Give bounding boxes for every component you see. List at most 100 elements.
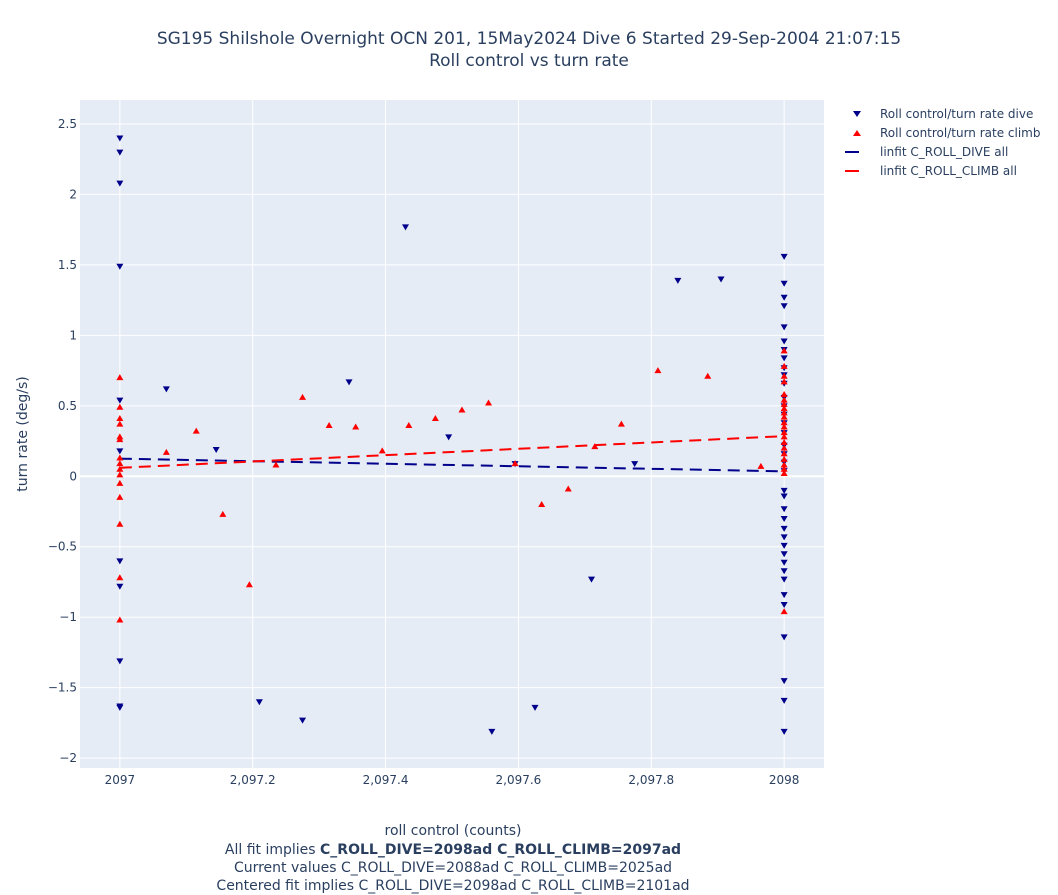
dive-point — [780, 602, 788, 609]
dive-point — [116, 149, 124, 156]
dive-point — [780, 525, 788, 532]
dive-point — [780, 253, 788, 260]
legend-item-dive-fit[interactable]: linfit C_ROLL_DIVE all — [840, 142, 1040, 161]
climb-point — [485, 399, 493, 406]
climb-point — [116, 403, 124, 410]
dive-point — [780, 568, 788, 575]
climb-point — [564, 485, 572, 492]
dive-point — [780, 324, 788, 331]
dive-point — [674, 277, 682, 284]
caption-line-1: All fit implies C_ROLL_DIVE=2098ad C_ROL… — [0, 841, 906, 859]
climb-point — [116, 374, 124, 381]
dive-point — [116, 558, 124, 565]
dive-point — [116, 180, 124, 187]
dive-point — [588, 576, 595, 583]
triangle-down-icon — [853, 111, 861, 117]
dive-point — [780, 551, 788, 558]
dive-point — [780, 592, 788, 599]
climb-point — [116, 520, 124, 527]
climb-point — [780, 372, 788, 379]
dive-point — [255, 699, 263, 706]
dive-point — [116, 583, 124, 590]
legend-label-dive-fit: linfit C_ROLL_DIVE all — [880, 144, 1009, 159]
dive-point — [780, 303, 788, 310]
dashed-line-icon — [845, 170, 859, 172]
climb-point — [116, 436, 124, 443]
x-tick-label: 2098 — [769, 773, 800, 787]
dive-point — [116, 397, 124, 404]
climb-point — [780, 405, 788, 412]
climb-point — [780, 455, 788, 462]
dive-point — [299, 717, 307, 724]
climb-point — [378, 447, 386, 454]
climb-point — [116, 420, 124, 427]
fit-line — [119, 435, 785, 469]
legend-label-climb: Roll control/turn rate climb — [880, 125, 1041, 140]
climb-point — [245, 581, 253, 588]
dive-point — [780, 506, 788, 513]
climb-point — [780, 419, 788, 426]
climb-point — [116, 454, 124, 461]
dive-point — [116, 704, 124, 711]
dive-point — [780, 634, 788, 641]
climb-point — [116, 471, 124, 478]
dive-point — [780, 728, 788, 735]
dive-point — [780, 678, 788, 685]
climb-point — [780, 438, 788, 445]
climb-point — [780, 461, 788, 468]
legend-item-climb[interactable]: Roll control/turn rate climb — [840, 123, 1040, 142]
climb-point — [780, 423, 788, 430]
dive-point — [402, 224, 409, 231]
dive-point — [116, 448, 124, 455]
dive-point — [631, 461, 639, 468]
climb-point — [325, 422, 333, 429]
y-tick-label: 2.5 — [58, 117, 77, 131]
dive-point — [780, 487, 788, 494]
climb-point — [780, 347, 788, 354]
dive-point — [780, 294, 788, 301]
climb-point — [511, 460, 519, 467]
dive-point — [116, 658, 124, 665]
dive-point — [212, 447, 220, 454]
climb-point — [538, 500, 546, 507]
y-tick-label: 0.5 — [58, 399, 77, 413]
x-tick-label: 2,097.2 — [230, 773, 276, 787]
y-axis-label: turn rate (deg/s) — [15, 376, 31, 491]
climb-point — [780, 391, 788, 398]
legend-label-climb-fit: linfit C_ROLL_CLIMB all — [880, 163, 1017, 178]
climb-point — [299, 393, 307, 400]
y-tick-label: −2 — [59, 751, 77, 765]
triangle-up-icon — [853, 130, 861, 136]
dive-point — [116, 135, 124, 142]
y-tick-label: 1 — [69, 328, 77, 342]
climb-point — [780, 433, 788, 440]
caption-line-1-bold: C_ROLL_DIVE=2098ad C_ROLL_CLIMB=2097ad — [320, 842, 682, 858]
climb-point — [405, 422, 413, 429]
legend-item-climb-fit[interactable]: linfit C_ROLL_CLIMB all — [840, 161, 1040, 180]
climb-point — [780, 409, 788, 416]
climb-point — [431, 414, 439, 421]
climb-point — [591, 443, 599, 450]
y-tick-label: 1.5 — [58, 258, 77, 272]
dive-point — [345, 379, 353, 386]
climb-point — [780, 429, 788, 436]
climb-point — [116, 616, 124, 623]
climb-point — [704, 372, 712, 379]
climb-point — [780, 362, 788, 369]
climb-point — [654, 367, 662, 374]
caption-line-2: Current values C_ROLL_DIVE=2088ad C_ROLL… — [233, 860, 673, 876]
dive-point — [780, 338, 788, 345]
fit-lines — [119, 435, 785, 473]
x-tick-labels: 2097 2,097.2 2,097.4 2,097.6 2,097.8 2098 — [105, 773, 800, 787]
climb-point — [780, 465, 788, 472]
y-tick-label: 0 — [69, 469, 77, 483]
x-tick-label: 2,097.8 — [628, 773, 674, 787]
climb-point — [757, 462, 765, 469]
dive-point — [780, 697, 788, 704]
legend-item-dive[interactable]: Roll control/turn rate dive — [840, 104, 1040, 123]
chart-subtitle: Roll control vs turn rate — [429, 51, 629, 71]
data-markers — [116, 135, 788, 735]
x-axis-label: roll control (counts) — [384, 823, 522, 839]
climb-point — [116, 460, 124, 467]
